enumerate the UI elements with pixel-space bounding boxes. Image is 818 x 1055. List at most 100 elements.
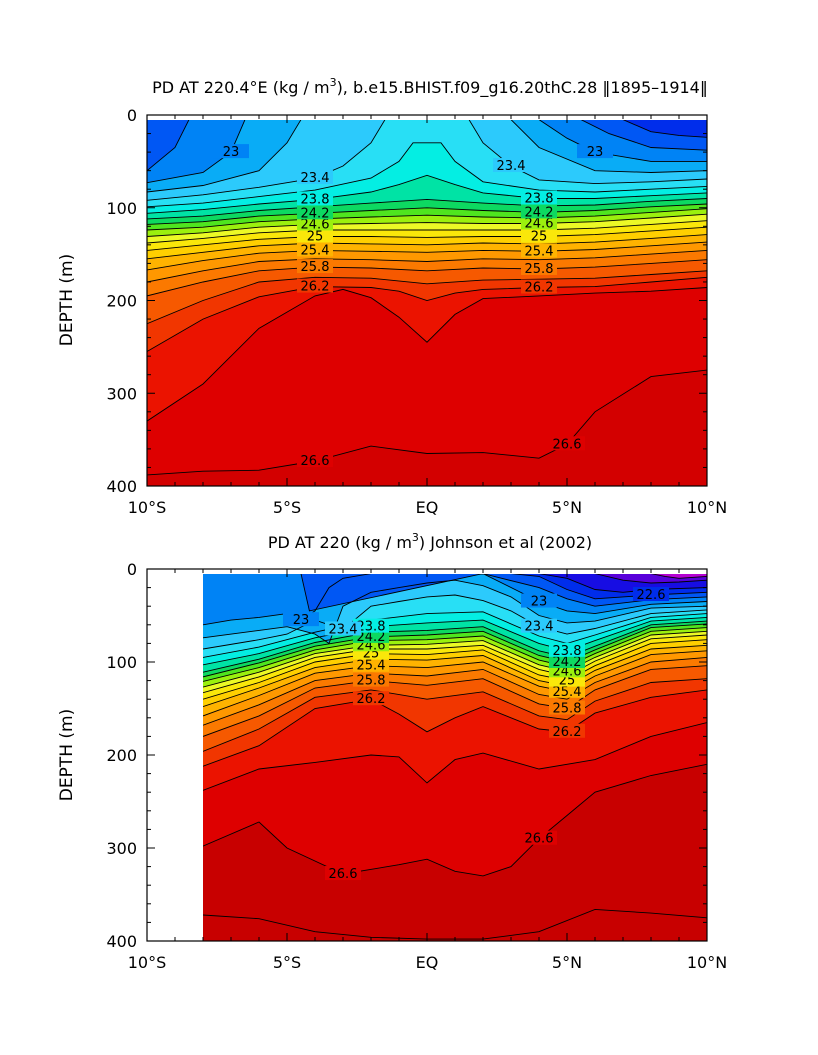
contour-label-23.8-0: 23.8 (301, 192, 330, 207)
contour-line-24 (147, 198, 707, 220)
contour-label-24.2-1: 24.2 (553, 655, 582, 670)
contour-label-bg (549, 683, 585, 698)
density-band-23 (147, 120, 707, 183)
contour-line-24.2 (147, 203, 707, 225)
contour-label-25.8-0: 25.8 (357, 674, 386, 689)
contour-line-26.6 (203, 763, 707, 877)
contour-label-26.2-0: 26.2 (357, 692, 386, 707)
contour-label-25.8-1: 25.8 (553, 702, 582, 717)
contour-label-bg (549, 654, 585, 668)
contour-line-23 (203, 574, 707, 626)
contour-line-24.8 (203, 634, 707, 694)
chart-title: PD AT 220 (kg / m3) Johnson et al (2002) (268, 531, 592, 552)
contour-line-25.4 (203, 650, 707, 717)
contour-line-25.8 (147, 259, 707, 297)
contour-field: 26.626.626.226.225.825.825.425.4252524.6… (203, 574, 707, 941)
contour-label-26.6-1: 26.6 (525, 832, 554, 847)
contour-label-24.6-1: 24.6 (553, 664, 582, 679)
contour-line-25.4 (147, 241, 707, 271)
contour-line-23.4 (147, 120, 707, 201)
contour-label-bg (353, 691, 389, 706)
contour-label-23-1: 23 (531, 595, 548, 610)
contour-label-bg (549, 642, 585, 657)
contour-label-bg (297, 242, 333, 257)
contour-label-25.4-1: 25.4 (553, 685, 582, 700)
contour-label-bg (493, 158, 529, 173)
contour-label-bg (549, 723, 585, 738)
contour-label-bg (297, 228, 333, 243)
contour-label-bg (297, 170, 333, 185)
contour-label-23.4-0: 23.4 (329, 622, 358, 637)
y-tick-label: 100 (106, 653, 137, 672)
contour-label-24.2-0: 24.2 (357, 630, 386, 645)
x-tick-label: 5°S (273, 953, 301, 972)
contour-line-23.2 (203, 579, 707, 645)
contour-label-bg (325, 621, 361, 636)
upper-panel: 26.626.626.2 26.225.8 25.825.4 25.425 2524.6… (57, 76, 727, 517)
x-tick-label: EQ (416, 953, 439, 972)
contour-label-bg (521, 593, 557, 608)
contour-label-25-1: 25 (531, 230, 548, 245)
contour-label-bg (297, 259, 333, 274)
contour-label-25-0: 25 (307, 230, 324, 245)
contour-line-22.8 (147, 120, 707, 172)
contour-line-26.2 (147, 276, 707, 352)
contour-label-25.4-1: 25.4 (525, 244, 554, 259)
contour-label-bg (283, 612, 319, 627)
lower-panel: 26.626.626.226.225.825.825.425.4252524.6… (57, 531, 727, 972)
contour-line-24.8 (147, 220, 707, 244)
contour-line-24.6 (203, 630, 707, 688)
contour-line-23 (147, 120, 707, 184)
contour-label-23.4-0: 23.4 (301, 171, 330, 186)
contour-line-22.6 (622, 120, 707, 138)
contour-label-bg (521, 190, 557, 205)
contour-label-bg (521, 260, 557, 275)
contour-label-bg (521, 830, 557, 845)
contour-line-23.4 (203, 594, 707, 650)
y-tick-label: 300 (106, 384, 137, 403)
contour-line-26.4 (147, 287, 707, 422)
contour-line-25.8 (203, 665, 707, 737)
contour-line-25.6 (147, 249, 707, 283)
contour-label-26.2-0: 26.2 (301, 280, 330, 295)
y-axis-label: DEPTH (m) (57, 254, 77, 346)
contour-label-24.6-1: 24.6 (525, 217, 554, 232)
contour-label-bg (325, 866, 361, 881)
contour-label-bg (353, 618, 389, 633)
contour-label-bg (549, 436, 585, 451)
y-tick-label: 100 (106, 199, 137, 218)
contour-line-22 (650, 574, 707, 579)
x-tick-label: 10°N (687, 498, 727, 517)
contour-label-26.6-1: 26.6 (553, 437, 582, 452)
contour-line-26 (203, 678, 707, 752)
contour-label-23-1: 23 (587, 145, 604, 160)
x-tick-label: 5°S (273, 498, 301, 517)
contour-line-26 (147, 270, 707, 325)
contour-label-24.2-1: 24.2 (525, 205, 554, 220)
contour-label-bg (297, 452, 333, 467)
contour-label-25.8-1: 25.8 (525, 262, 554, 277)
x-tick-label: 5°N (552, 498, 582, 517)
contour-label-26.2-1: 26.2 (525, 281, 554, 296)
contour-line-25.2 (147, 234, 707, 260)
contour-label-26.2-1: 26.2 (553, 725, 582, 740)
contour-label-bg (297, 278, 333, 293)
contour-line-23.6 (147, 142, 707, 208)
contour-line-23.8 (147, 174, 707, 214)
y-tick-label: 0 (127, 106, 137, 125)
x-tick-label: 5°N (552, 953, 582, 972)
density-band-22.6 (623, 120, 707, 138)
contour-label-bg (577, 144, 613, 159)
contour-line-25.2 (203, 644, 707, 708)
y-tick-label: 0 (127, 560, 137, 579)
contour-line-24 (203, 620, 707, 673)
contour-label-bg (633, 587, 669, 602)
contour-label-23-0: 23 (293, 613, 310, 628)
contour-label-bg (549, 700, 585, 715)
y-tick-label: 300 (106, 839, 137, 858)
contour-label-23-0: 23 (223, 145, 240, 160)
contour-label-23.4-1: 23.4 (497, 159, 526, 174)
contour-line-25.6 (203, 656, 707, 726)
contour-label-23.4-1: 23.4 (525, 620, 554, 635)
